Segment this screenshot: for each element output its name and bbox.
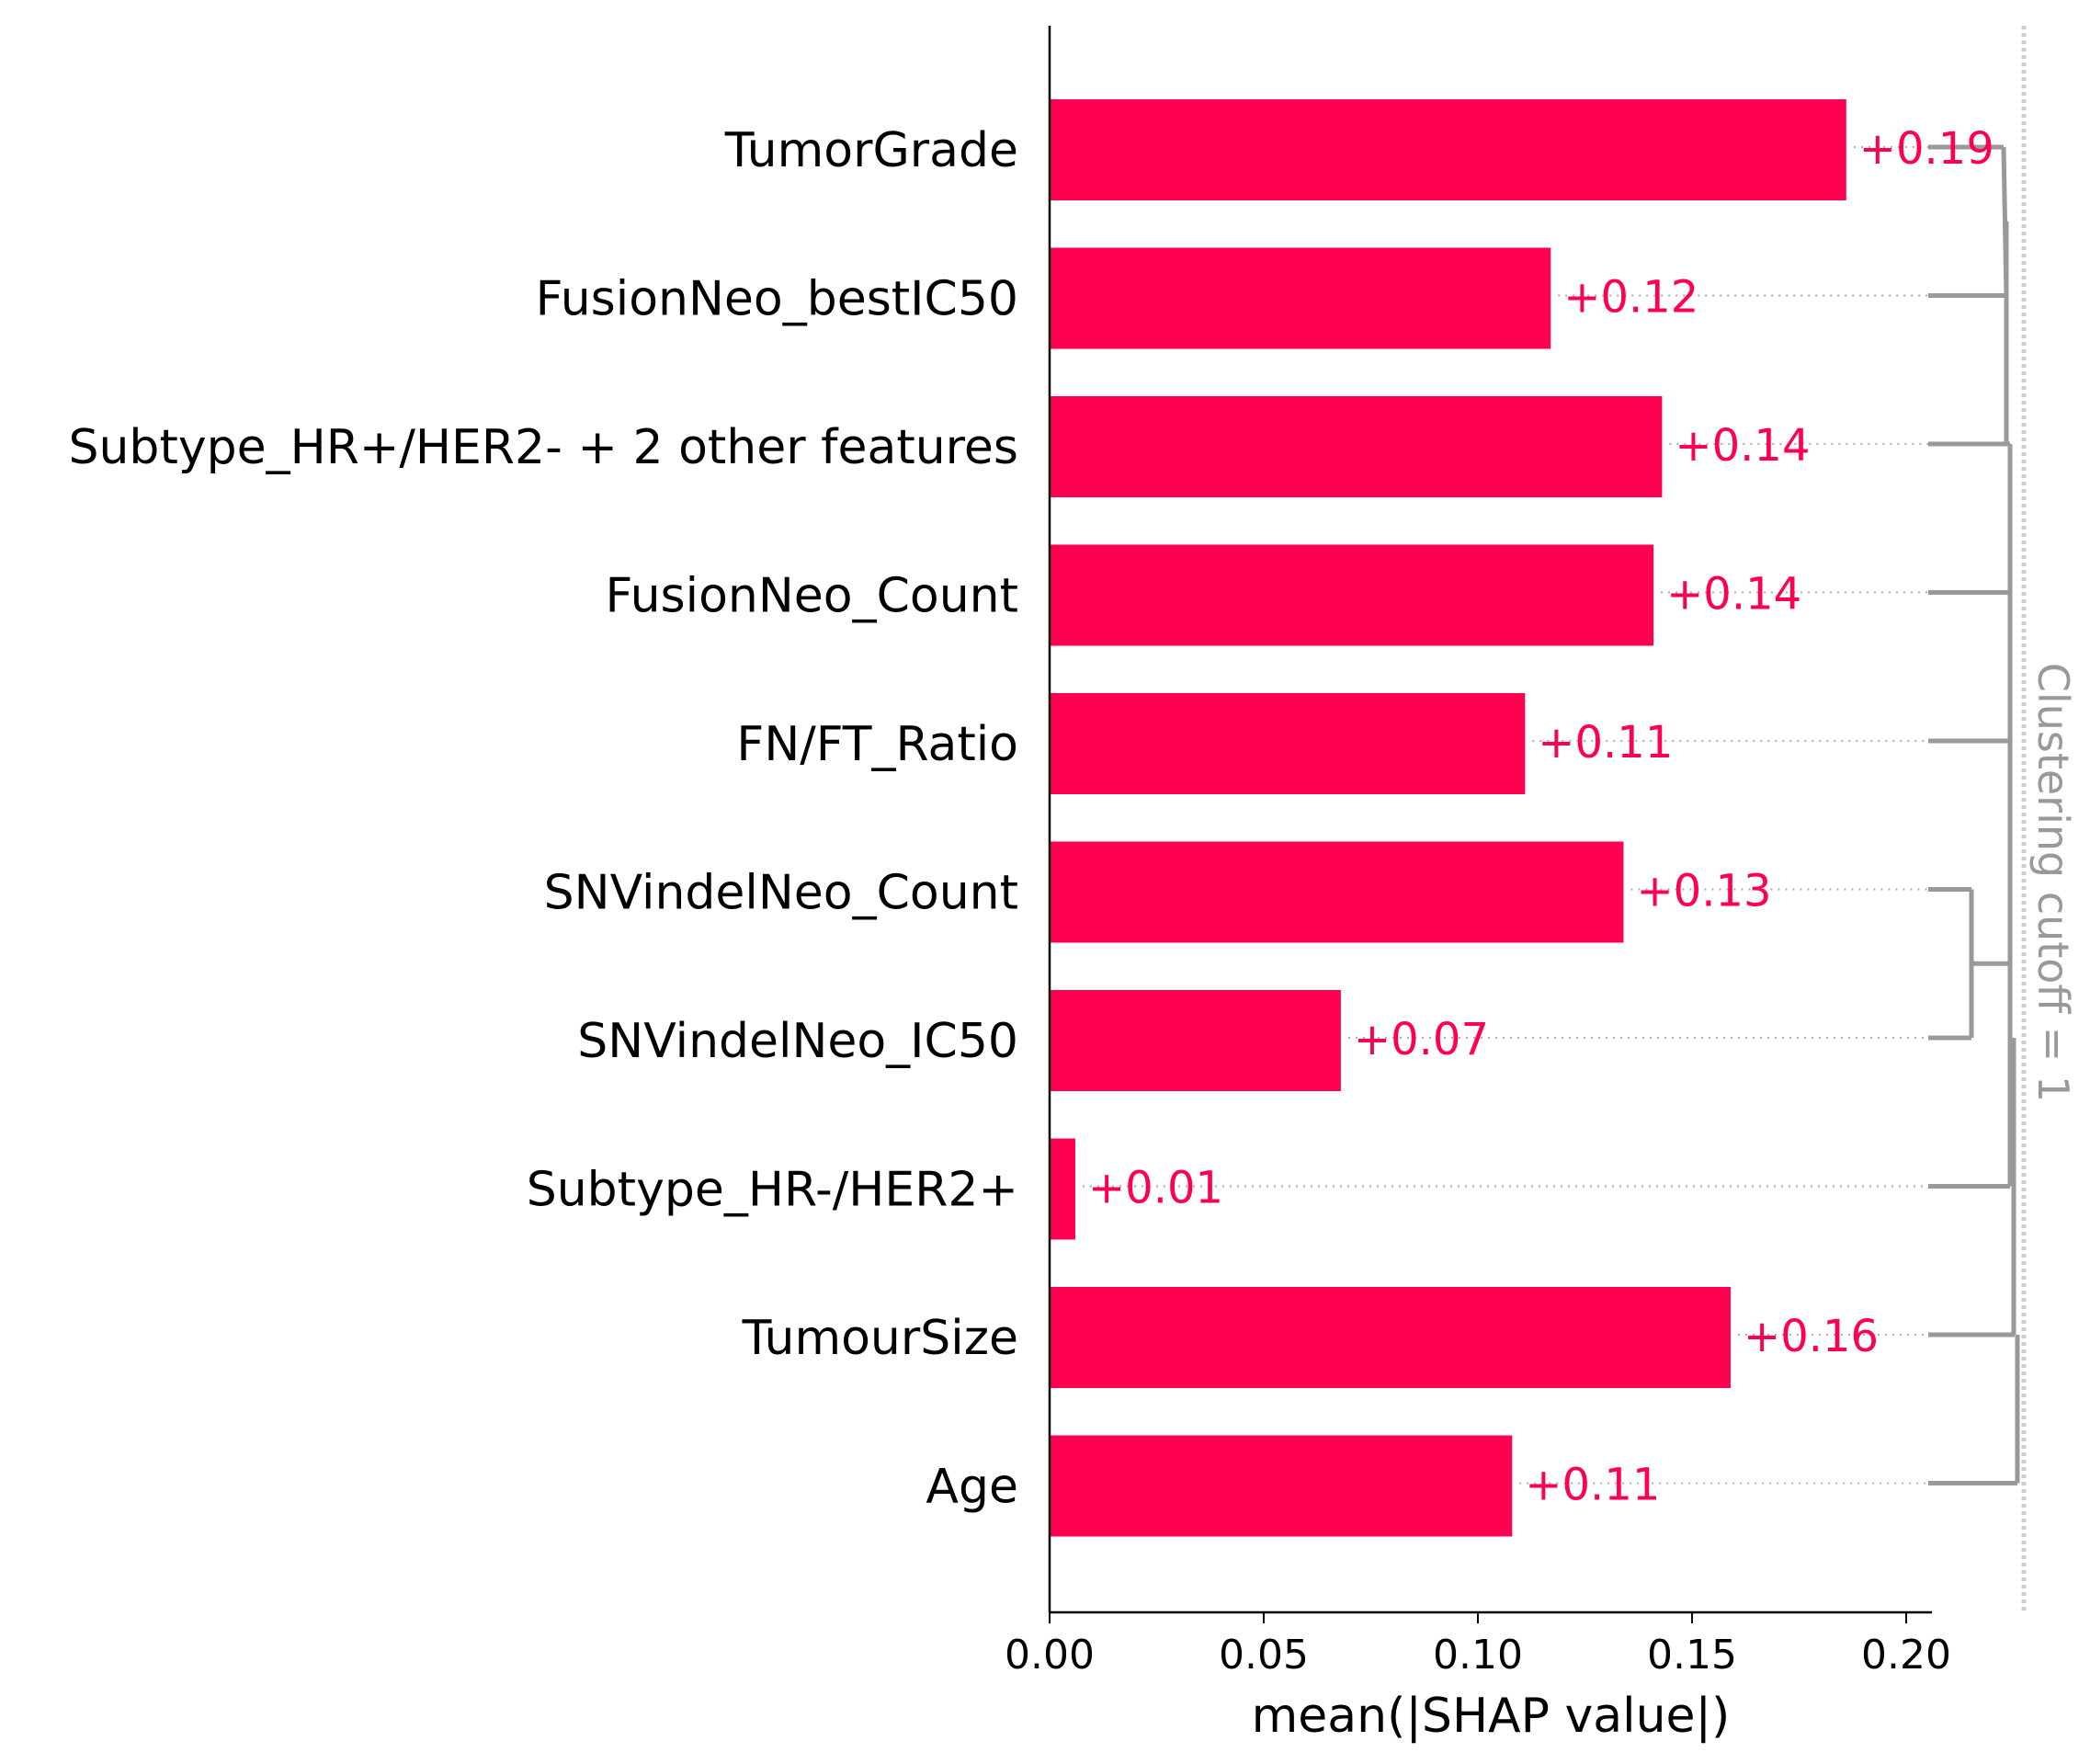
- bar: [1050, 990, 1341, 1091]
- value-label: +0.01: [1088, 1163, 1223, 1214]
- bar: [1050, 1138, 1075, 1240]
- bar: [1050, 247, 1551, 349]
- value-label: +0.11: [1525, 1460, 1660, 1511]
- feature-label: TumourSize: [742, 1311, 1018, 1366]
- value-label: +0.14: [1675, 420, 1810, 472]
- bar: [1050, 396, 1663, 497]
- bar: [1050, 693, 1526, 794]
- feature-label: Subtype_HR+/HER2- + 2 other features: [68, 420, 1018, 475]
- bar: [1050, 841, 1624, 943]
- bar: [1050, 544, 1654, 646]
- bar: [1050, 99, 1846, 200]
- clustering-dendrogram: [1928, 144, 2020, 1485]
- bar: [1050, 1435, 1513, 1537]
- value-label: +0.11: [1538, 717, 1673, 768]
- value-labels: +0.19 +0.12 +0.14 +0.14 +0.11 +0.13 +0.07 +0.01…: [1088, 123, 1994, 1511]
- x-tick-label: 0.15: [1647, 1632, 1737, 1679]
- value-label: +0.14: [1666, 569, 1801, 620]
- feature-label: FN/FT_Ratio: [736, 717, 1018, 772]
- value-label: +0.12: [1563, 272, 1698, 324]
- feature-label: Subtype_HR-/HER2+: [527, 1163, 1018, 1218]
- x-tick-label: 0.10: [1433, 1632, 1523, 1679]
- dotted-guide-lines: [1082, 146, 1928, 1485]
- bars-group: [1050, 99, 1846, 1537]
- feature-labels: TumorGrade FusionNeo_bestIC50 Subtype_HR+/…: [68, 123, 1018, 1515]
- bar: [1050, 1287, 1731, 1388]
- x-axis-label: mean(|SHAP value|): [1252, 1689, 1731, 1744]
- x-ticks: 0.00 0.05 0.10 0.15 0.20: [1005, 1612, 1951, 1679]
- value-label: +0.19: [1859, 123, 1994, 175]
- x-tick-label: 0.05: [1219, 1632, 1309, 1679]
- feature-label: FusionNeo_Count: [606, 569, 1018, 624]
- value-label: +0.13: [1636, 866, 1771, 917]
- axes: [1048, 26, 1932, 1614]
- feature-label: FusionNeo_bestIC50: [536, 272, 1018, 327]
- cutoff-label: Clustering cutoff = 1: [2028, 663, 2078, 1102]
- x-tick-label: 0.20: [1861, 1632, 1951, 1679]
- feature-label: TumorGrade: [724, 123, 1018, 178]
- feature-label: SNVindelNeo_IC50: [577, 1014, 1018, 1069]
- value-label: +0.16: [1744, 1311, 1879, 1362]
- value-label: +0.07: [1354, 1014, 1489, 1065]
- x-tick-label: 0.00: [1005, 1632, 1095, 1679]
- feature-label: Age: [926, 1460, 1018, 1515]
- feature-label: SNVindelNeo_Count: [544, 866, 1018, 921]
